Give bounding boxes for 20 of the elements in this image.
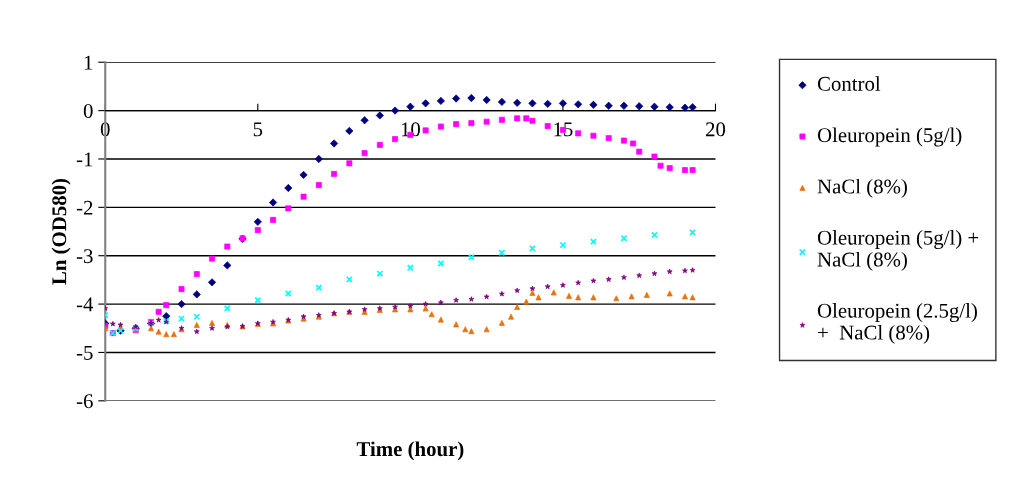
y-tick-label: 1 [84, 55, 93, 70]
y-tick-label: -6 [76, 394, 93, 409]
y-tick-label: -5 [76, 346, 93, 360]
x-tick-label: 20 [705, 122, 726, 137]
y-axis-title: Ln (OD580) [51, 178, 71, 285]
x-tick-label: 15 [554, 122, 573, 137]
x-tick-label: 0 [100, 122, 110, 137]
x-axis-title: Time (hour) [356, 441, 464, 461]
y-tick-label: -1 [76, 152, 93, 167]
y-tick-label: 0 [83, 103, 93, 119]
y-tick-label: -3 [76, 249, 93, 264]
y-tick-label: -4 [76, 297, 94, 312]
legend-label: Control [817, 76, 881, 91]
x-tick-label: 5 [253, 122, 263, 137]
y-tick-label: -2 [76, 200, 93, 215]
x-tick-label: 10 [401, 122, 420, 137]
legend-label: Oleuropein (5g/l) + NaCl (8%) [817, 230, 979, 271]
legend-label: NaCl (8%) [817, 178, 907, 198]
legend-label: Oleuropein (2.5g/l) + NaCl (8%) [817, 303, 977, 344]
legend-label: Oleuropein (5g/l) [817, 127, 962, 147]
